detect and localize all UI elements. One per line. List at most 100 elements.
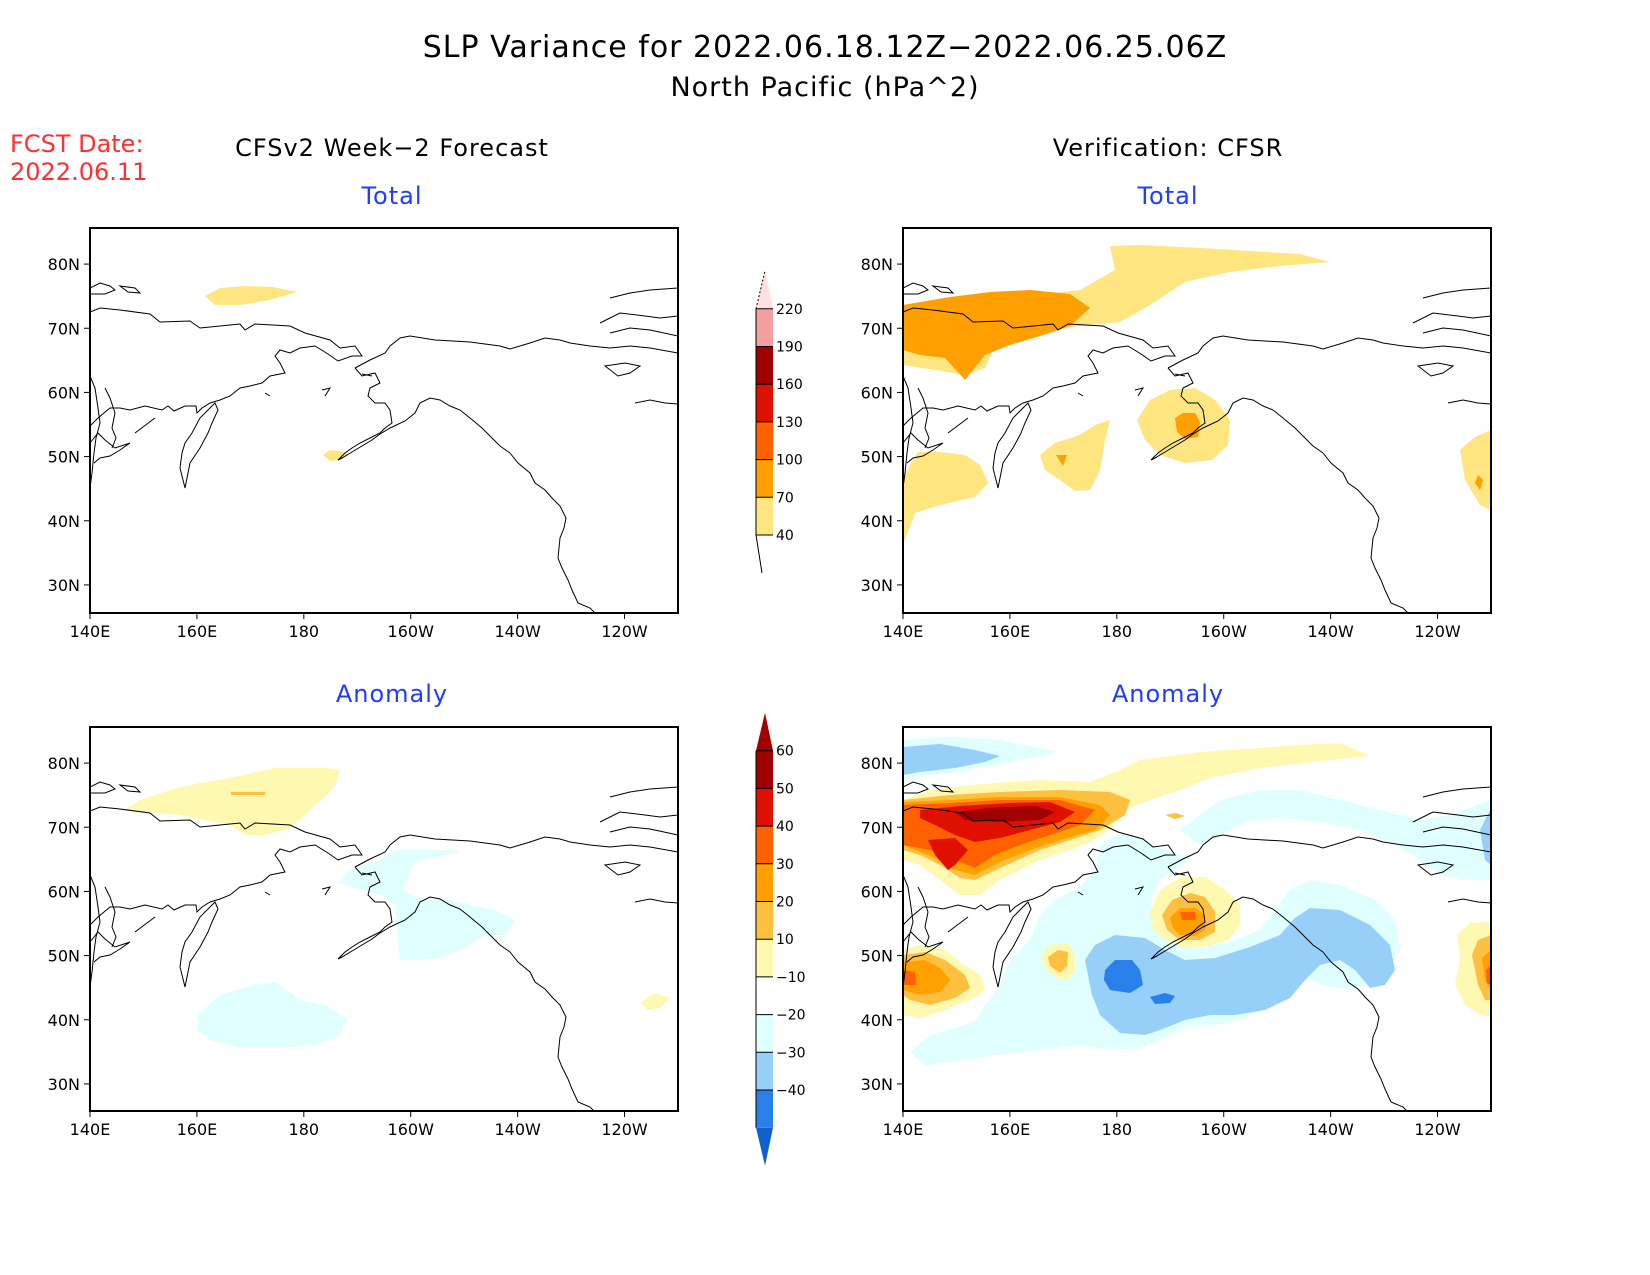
- colorbar-segment: [756, 497, 773, 535]
- coastline-segment: [134, 417, 156, 434]
- forecast-column-title: CFSv2 Week−2 Forecast: [235, 134, 549, 162]
- coastline-segment: [599, 312, 678, 324]
- coastline-segment: [118, 784, 142, 793]
- x-tick-label: 160E: [990, 622, 1031, 641]
- coastline-segment: [1150, 866, 1324, 960]
- contour-neg20-neg30: [1480, 808, 1491, 865]
- coastline-segment: [354, 834, 678, 868]
- coastline-forecast-total: [90, 282, 678, 613]
- fcst-date-value: 2022.06.11: [10, 158, 148, 186]
- colorbar-segment: [756, 976, 773, 1015]
- y-tick-label: 60N: [48, 882, 80, 901]
- coastline-segment: [104, 886, 117, 948]
- y-tick-label: 60N: [861, 882, 893, 901]
- contour-40-50: [903, 970, 916, 985]
- colorbar-label: 50: [776, 781, 794, 797]
- x-tick-label: 180: [1102, 1120, 1133, 1139]
- coastline-segment: [609, 786, 678, 798]
- coastline-segment: [992, 402, 1032, 489]
- y-tick-label: 30N: [48, 576, 80, 595]
- contour-40-70: [205, 286, 297, 305]
- y-tick-label: 40N: [48, 512, 80, 531]
- verification-total-label: Total: [1137, 182, 1199, 210]
- colorbar-segment: [756, 901, 773, 940]
- coastline-segment: [134, 916, 156, 933]
- coastline-segment: [1167, 335, 1491, 369]
- verification-anomaly-label: Anomaly: [1111, 680, 1225, 708]
- y-tick-label: 70N: [861, 818, 893, 837]
- colorbar-label: 20: [776, 895, 794, 911]
- x-tick-label: 140W: [1307, 1120, 1354, 1139]
- x-tick-label: 160E: [177, 622, 218, 641]
- contour-neg20-neg30: [903, 744, 1000, 775]
- x-tick-label: 140E: [883, 622, 924, 641]
- coastline-segment: [903, 282, 929, 295]
- coastline-segment: [509, 452, 596, 613]
- contour-20-30: [1048, 950, 1068, 973]
- x-tick-label: 120W: [601, 622, 648, 641]
- coastline-segment: [1447, 399, 1491, 405]
- contour-10-20: [125, 768, 340, 835]
- verification-total-panel: [903, 245, 1491, 545]
- x-tick-label: 120W: [1414, 622, 1461, 641]
- coastline-segment: [264, 392, 271, 397]
- colorbar-label: 130: [776, 415, 803, 431]
- coastline-segment: [903, 375, 914, 489]
- colorbar-label: 40: [776, 528, 794, 544]
- coastline-segment: [1150, 367, 1324, 461]
- colorbar-label: 100: [776, 453, 803, 469]
- colorbar-segment: [756, 1090, 773, 1128]
- coastline-segment: [1447, 898, 1491, 904]
- coastline-segment: [90, 307, 363, 427]
- coastline-segment: [609, 826, 678, 836]
- y-tick-label: 50N: [48, 448, 80, 467]
- coastline-segment: [903, 307, 1176, 427]
- x-tick-label: 120W: [1414, 1120, 1461, 1139]
- coastline-segment: [903, 781, 929, 794]
- coastline-segment: [361, 872, 373, 876]
- contour-neg10-neg20: [338, 850, 515, 960]
- contour-neg30-neg40: [1104, 960, 1143, 993]
- x-tick-label: 140E: [70, 622, 111, 641]
- colorbar-top-triangle: [756, 712, 773, 751]
- colorbar-label: −30: [776, 1045, 806, 1061]
- coastline-segment: [1422, 287, 1491, 299]
- x-tick-label: 140E: [70, 1120, 111, 1139]
- axes-layer: 80N 70N 60N 50N 40N 30N 140E 160E 180 160W 140W 120…: [48, 255, 1461, 1139]
- coastline-segment: [90, 781, 116, 794]
- x-tick-label: 140W: [494, 622, 541, 641]
- coastline-segment: [1412, 811, 1491, 823]
- contour-30-40: [903, 960, 950, 995]
- y-tick-label: 80N: [48, 754, 80, 773]
- y-tick-label: 80N: [48, 255, 80, 274]
- coastline-segment: [947, 916, 969, 933]
- colorbar-segment: [756, 308, 773, 347]
- forecast-anomaly-panel: [125, 768, 670, 1048]
- y-tick-label: 40N: [861, 1011, 893, 1030]
- contour-40-50: [1180, 912, 1196, 920]
- y-tick-label: 70N: [48, 319, 80, 338]
- coastline-segment: [634, 399, 678, 405]
- x-tick-label: 180: [289, 622, 320, 641]
- y-tick-label: 70N: [48, 818, 80, 837]
- colorbar-segment: [756, 421, 773, 460]
- x-tick-label: 160E: [177, 1120, 218, 1139]
- contour-40-50: [1486, 965, 1491, 985]
- colorbar-label: 160: [776, 377, 803, 393]
- coastline-segment: [1167, 834, 1491, 868]
- x-tick-label: 120W: [601, 1120, 648, 1139]
- contour-50-60: [928, 838, 968, 870]
- coastline-segment: [354, 335, 678, 369]
- colorbar-segment: [756, 459, 773, 498]
- y-tick-label: 50N: [861, 947, 893, 966]
- contour-70-100: [1475, 475, 1483, 490]
- contour-40-70: [903, 452, 988, 545]
- x-tick-label: 140W: [494, 1120, 541, 1139]
- contour-40-70: [323, 450, 348, 461]
- coastline-segment: [603, 861, 642, 876]
- coastline-segment: [947, 417, 969, 434]
- y-tick-label: 50N: [48, 947, 80, 966]
- coastline-segment: [90, 432, 131, 464]
- colorbars: 40 70 100 130 160 190 220 −40 −30 −20 −10 10 20 30 40 5…: [755, 270, 806, 1166]
- coastline-segment: [609, 327, 678, 337]
